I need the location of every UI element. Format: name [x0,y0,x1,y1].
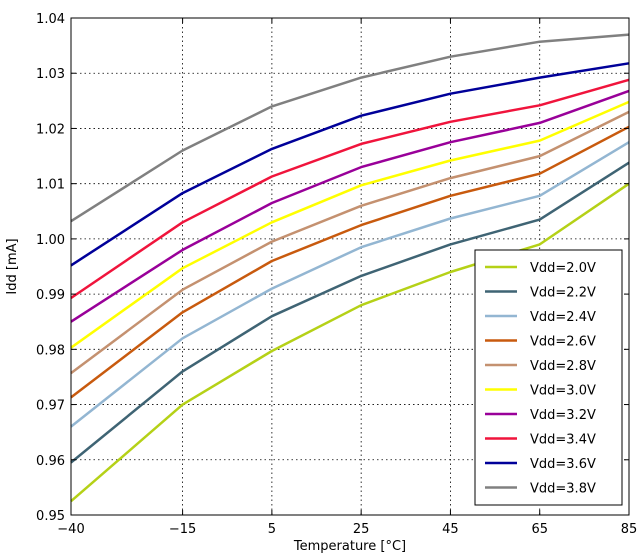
legend-label: Vdd=3.8V [530,482,596,497]
legend-label: Vdd=2.8V [530,359,596,374]
series-line [70,161,630,464]
y-tick-labels: 0.95 0.96 0.97 0.98 0.99 1.00 1.01 1.02 1.03 1.04 [36,12,65,524]
series-line [70,33,630,223]
series-line [70,182,630,503]
x-axis-title: Temperature [°C] [293,539,406,554]
x-tick-label: 45 [442,522,459,537]
y-tick-label: 1.00 [36,233,65,248]
legend-label: Vdd=3.6V [530,457,596,472]
series-line [70,89,630,323]
legend-label: Vdd=2.0V [530,261,596,276]
legend: Vdd=2.0V Vdd=2.2V Vdd=2.4V Vdd=2.6V Vdd=2.8V… [474,249,623,506]
x-tick-label: −40 [57,522,84,537]
y-tick-label: 1.04 [36,12,65,27]
series-line [70,110,630,375]
tick-marks [70,17,630,516]
y-tick-label: 0.98 [36,343,65,358]
legend-label: Vdd=3.2V [530,408,596,423]
y-tick-label: 0.99 [36,288,65,303]
series-group [70,33,630,503]
series-line [70,125,630,399]
legend-label: Vdd=3.4V [530,433,596,448]
y-axis-title: Idd [mA] [5,238,20,294]
series-line [70,141,630,428]
series-line [70,78,630,300]
series-line [70,62,630,267]
legend-label: Vdd=2.6V [530,335,596,350]
legend-label: Vdd=3.0V [530,384,596,399]
series-line [70,100,630,349]
x-tick-labels: −40 −15 5 25 45 65 85 [57,522,637,537]
x-tick-label: −15 [169,522,196,537]
x-tick-label: 25 [353,522,370,537]
x-tick-label: 5 [268,522,276,537]
y-tick-label: 1.01 [36,178,65,193]
legend-label: Vdd=2.4V [530,310,596,325]
y-tick-label: 0.96 [36,454,65,469]
y-tick-label: 0.97 [36,399,65,414]
plot-frame [70,17,630,516]
y-tick-label: 1.03 [36,67,65,82]
x-tick-label: 65 [531,522,548,537]
x-tick-label: 85 [621,522,638,537]
y-tick-label: 0.95 [36,509,65,524]
y-tick-label: 1.02 [36,122,65,137]
legend-label: Vdd=2.2V [530,286,596,301]
